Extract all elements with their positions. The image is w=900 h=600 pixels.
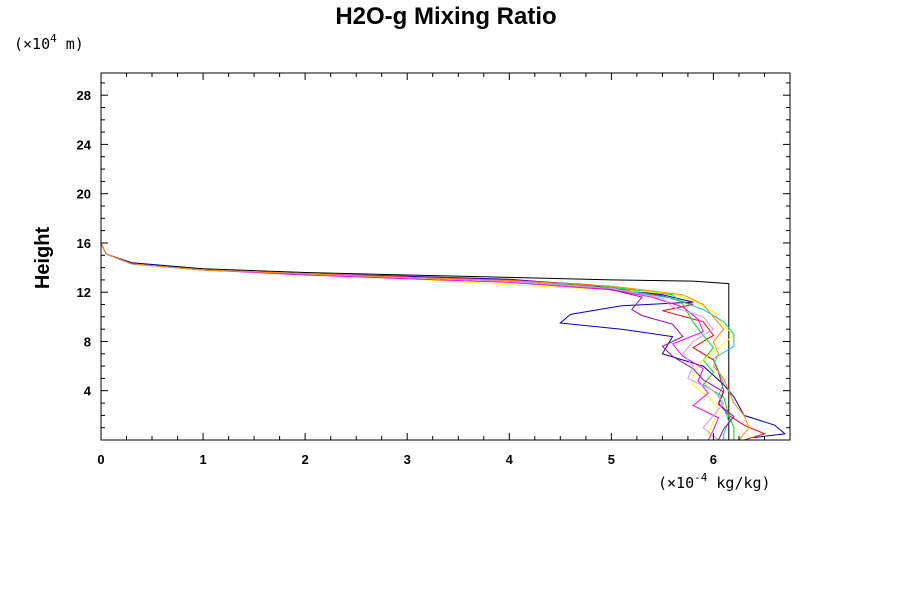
x-tick-label: 1 xyxy=(199,452,206,467)
y-tick-label: 4 xyxy=(84,384,92,399)
x-tick-label: 3 xyxy=(404,452,411,467)
y-tick-label: 8 xyxy=(84,335,91,350)
y-tick-label: 20 xyxy=(77,187,91,202)
x-tick-label: 4 xyxy=(506,452,514,467)
chart-title: H2O-g Mixing Ratio xyxy=(335,3,556,30)
x-unit-label: (×10-4 kg/kg) xyxy=(658,471,771,492)
y-axis-title: Height xyxy=(32,227,54,290)
y-unit-prefix: (×10 xyxy=(14,35,50,53)
y-unit-label: (×104 m) xyxy=(14,32,84,53)
y-unit-exponent: 4 xyxy=(50,32,57,45)
x-tick-label: 0 xyxy=(97,452,104,467)
y-tick-label: 28 xyxy=(77,88,91,103)
y-unit-suffix: m) xyxy=(57,35,84,53)
y-tick-label: 12 xyxy=(77,285,91,300)
x-unit-prefix: (×10 xyxy=(658,474,694,492)
series-line-10 xyxy=(101,73,750,440)
x-unit-suffix: kg/kg) xyxy=(707,474,770,492)
x-tick-label: 2 xyxy=(301,452,308,467)
x-tick-label: 5 xyxy=(608,452,615,467)
y-tick-label: 24 xyxy=(77,137,92,152)
x-unit-exponent: -4 xyxy=(694,471,708,484)
plot-frame xyxy=(100,72,791,441)
y-tick-label: 16 xyxy=(77,236,91,251)
x-tick-label: 6 xyxy=(710,452,717,467)
